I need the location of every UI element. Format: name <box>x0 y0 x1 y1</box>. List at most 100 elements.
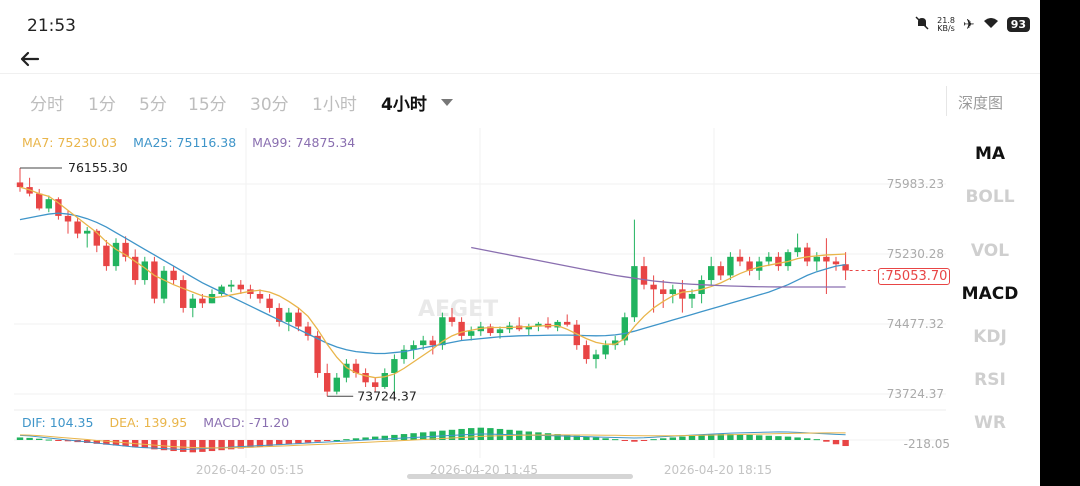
candle-body <box>688 294 696 299</box>
candle-body <box>362 373 369 383</box>
macd-histogram-bar <box>804 438 811 440</box>
indicator-wr[interactable]: WR <box>974 413 1006 433</box>
interval-tabs: 分时 1分 5分 15分 30分 1小时 4小时 <box>0 86 940 116</box>
candle-body <box>487 326 494 334</box>
back-button[interactable] <box>16 46 44 72</box>
candle-body <box>765 256 772 262</box>
macd-histogram-bar <box>784 436 792 440</box>
candle-body <box>496 329 504 334</box>
ma25-line <box>19 212 846 355</box>
net-speed-value: 21.8 <box>937 15 955 25</box>
tab-timeshare[interactable]: 分时 <box>30 95 64 115</box>
candle-body <box>669 289 676 295</box>
macd-histogram-bar <box>381 435 388 440</box>
home-indicator[interactable] <box>407 474 633 479</box>
tab-5m[interactable]: 5分 <box>139 95 167 115</box>
macd-histogram-bar <box>679 436 686 440</box>
macd-histogram-bar <box>103 440 110 445</box>
macd-histogram-bar <box>170 440 177 452</box>
macd-histogram-bar <box>304 440 312 443</box>
macd-histogram-bar <box>189 440 196 453</box>
macd-histogram-bar <box>324 440 331 441</box>
candle-body <box>410 345 417 350</box>
candle-body <box>343 363 350 378</box>
macd-histogram-bar <box>612 439 619 441</box>
macd-histogram-bar <box>391 434 398 440</box>
high-price-label: 76155.30 <box>68 160 128 175</box>
candle-body <box>439 317 446 346</box>
indicator-rsi[interactable]: RSI <box>974 370 1006 390</box>
x-axis-label: 2026-04-20 18:15 <box>664 463 772 477</box>
header-divider <box>0 73 1040 74</box>
indicator-ma[interactable]: MA <box>974 144 1006 164</box>
candlestick-chart[interactable]: AEGET 75983.23 75230.28 74477.32 73724.37 202… <box>0 0 950 486</box>
macd-histogram-bar <box>813 439 820 441</box>
x-axis-label: 2026-04-20 11:45 <box>430 463 538 477</box>
y-axis-label: 75230.28 <box>887 247 944 261</box>
macd-histogram-bar <box>525 431 532 440</box>
macd-histogram-bar <box>93 440 100 444</box>
candle-body <box>333 377 340 392</box>
tab-15m[interactable]: 15分 <box>188 95 227 115</box>
indicator-kdj[interactable]: KDJ <box>973 327 1007 347</box>
tab-4h[interactable]: 4小时 <box>381 95 427 115</box>
macd-histogram-bar <box>333 440 340 441</box>
tab-1h[interactable]: 1小时 <box>312 95 357 115</box>
macd-histogram-bar <box>439 430 446 440</box>
candle-body <box>352 363 360 374</box>
candle-body <box>218 286 225 295</box>
macd-histogram-bar <box>26 437 33 440</box>
candle-body <box>45 199 52 209</box>
ma-legend: MA7: 75230.03 MA25: 75116.38 MA99: 74875… <box>22 135 367 150</box>
indicator-vol[interactable]: VOL <box>970 241 1010 261</box>
ma25-label: MA25: 75116.38 <box>133 135 237 150</box>
macd-histogram-bar <box>794 437 801 440</box>
tab-1m[interactable]: 1分 <box>88 95 116 115</box>
candle-body <box>784 252 792 267</box>
y-axis-label: 73724.37 <box>887 387 944 401</box>
macd-histogram-bar <box>621 440 628 441</box>
candle-body <box>55 199 62 216</box>
macd-histogram-bar <box>823 440 830 442</box>
candle-body <box>592 354 600 360</box>
macd-histogram-bar <box>775 436 782 440</box>
macd-histogram-bar <box>717 433 724 440</box>
depth-chart-tab[interactable]: 深度图 <box>958 94 1004 112</box>
ma7-line <box>19 186 846 379</box>
indicator-boll[interactable]: BOLL <box>965 187 1015 207</box>
candle-body <box>228 284 235 287</box>
back-arrow-icon <box>20 51 40 67</box>
macd-histogram-bar <box>314 440 321 442</box>
macd-histogram-bar <box>554 434 561 440</box>
macd-histogram-bar <box>352 438 360 440</box>
candle-body <box>746 261 753 271</box>
candle-body <box>122 242 129 257</box>
macd-histogram-bar <box>64 440 72 442</box>
tab-divider <box>946 86 947 116</box>
net-speed-unit: KB/s <box>937 23 955 33</box>
macd-histogram-bar <box>256 440 264 447</box>
tab-30m[interactable]: 30分 <box>250 95 289 115</box>
ma7-label: MA7: 75230.03 <box>22 135 118 150</box>
status-bar: 21:53 21.8 KB/s ✈ 93 <box>0 0 1040 52</box>
indicator-macd[interactable]: MACD <box>961 284 1019 304</box>
chevron-down-icon[interactable] <box>440 98 454 108</box>
candle-body <box>16 182 24 188</box>
candle-body <box>372 382 379 387</box>
candle-body <box>631 266 638 318</box>
macd-histogram-bar <box>266 440 273 446</box>
candle-body <box>256 294 264 299</box>
candle-body <box>36 193 43 209</box>
macd-histogram-bar <box>420 432 427 440</box>
candle-body <box>295 312 302 327</box>
macd-histogram-bar <box>180 440 187 452</box>
macd-histogram-bar <box>45 439 52 441</box>
candle-body <box>640 266 648 285</box>
candle-body <box>429 340 436 346</box>
current-price-tag: :75053.70 <box>878 268 951 285</box>
macd-histogram-bar <box>708 434 715 440</box>
macd-histogram-bar <box>660 438 667 440</box>
airplane-icon: ✈ <box>962 16 975 33</box>
macd-histogram-bar <box>564 434 571 440</box>
candle-body <box>775 256 782 267</box>
